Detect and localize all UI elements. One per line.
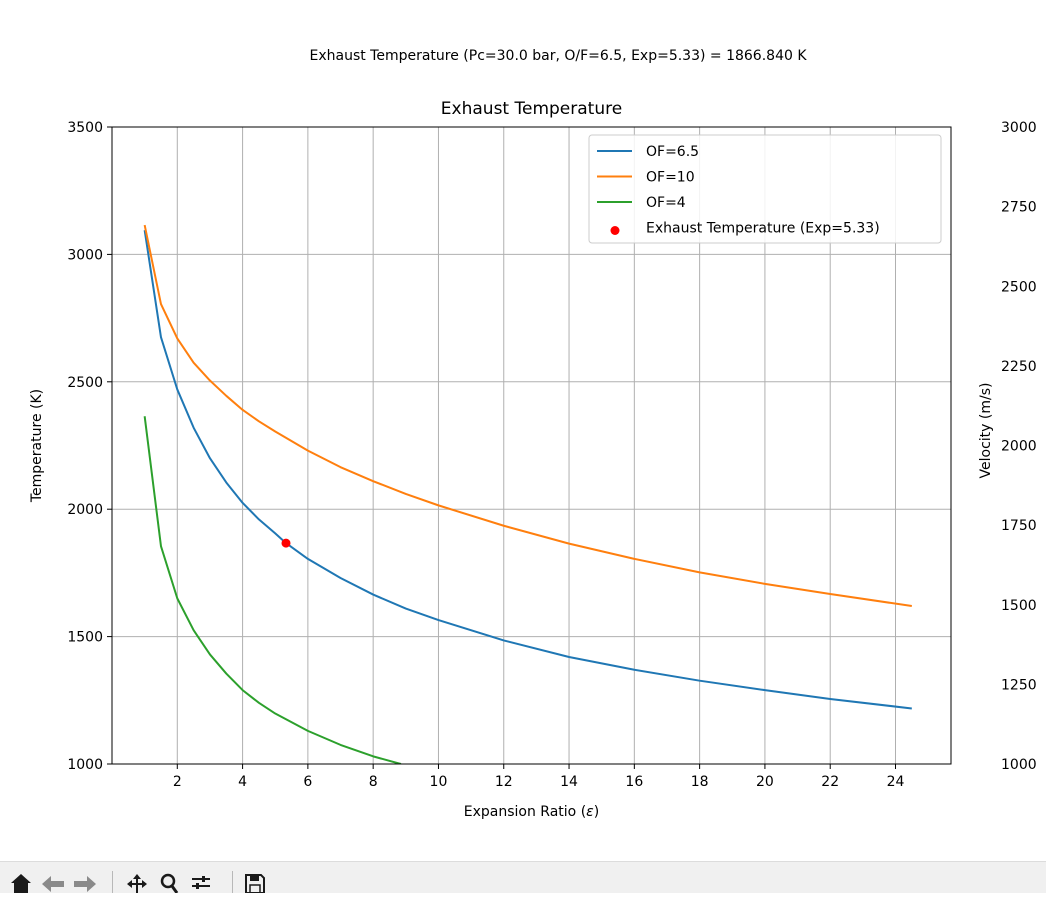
forward-arrow-icon [74,876,96,892]
legend-label: OF=10 [646,170,695,186]
home-button[interactable] [8,871,34,893]
back-arrow-icon [42,876,64,892]
x-tick-label: 14 [560,774,578,790]
right-axis-tick-label: 2000 [1001,439,1037,455]
legend-label: Exhaust Temperature (Exp=5.33) [646,221,880,237]
save-icon [245,874,265,894]
figure-suptitle: Exhaust Temperature (Pc=30.0 bar, O/F=6.… [309,48,807,64]
home-icon [11,874,31,893]
x-tick-label: 8 [369,774,378,790]
y-tick-label: 3500 [67,120,103,136]
chart-title: Exhaust Temperature [441,99,622,119]
x-tick-label: 18 [691,774,709,790]
x-axis-label-close: ) [594,804,599,820]
x-tick-label: 12 [495,774,513,790]
right-axis-tick-label: 1000 [1001,757,1037,773]
right-axis-label: Velocity (m/s) [978,383,994,479]
legend: OF=6.5 OF=10 OF=4 Exhaust Temperature (Exp=… [588,134,942,244]
right-axis-tick-label: 2750 [1001,200,1037,216]
right-axis-tick-labels: 1000 1250 1500 1750 2000 2250 2500 2750 3000 [1001,120,1037,773]
y-tick-label: 2000 [67,502,103,518]
exhaust-temperature-marker [281,538,291,548]
navigation-toolbar [0,861,1046,894]
y-tick-label: 3000 [67,247,103,263]
x-axis-label-symbol: ε [586,804,594,820]
series-line [143,224,912,608]
x-tick-label: 2 [173,774,182,790]
legend-marker-swatch [610,226,620,235]
series-line [143,230,912,710]
forward-button[interactable] [72,871,98,893]
legend-label: OF=4 [646,195,686,211]
right-axis-tick-label: 1500 [1001,598,1037,614]
y-axis-ticks: 1000 1500 2000 2500 3000 3500 [67,120,112,773]
x-tick-label: 6 [303,774,312,790]
x-tick-label: 22 [821,774,839,790]
x-tick-label: 16 [625,774,643,790]
marker-layer [281,538,291,548]
series-layer [143,224,912,764]
x-axis-ticks: 2 4 6 8 10 12 14 16 18 20 22 24 [173,764,905,790]
y-tick-label: 2500 [67,375,103,391]
right-axis-tick-label: 2250 [1001,359,1037,375]
x-axis-label-text: Expansion Ratio ( [464,804,586,820]
pan-button[interactable] [124,871,150,893]
right-axis-tick-label: 1750 [1001,518,1037,534]
series-line [143,416,402,764]
zoom-button[interactable] [156,871,182,894]
legend-label: OF=6.5 [646,144,699,160]
plot-frame [111,126,952,765]
right-axis-tick-label: 1250 [1001,677,1037,693]
right-axis-tick-label: 3000 [1001,120,1037,136]
x-tick-label: 10 [430,774,448,790]
configure-subplots-icon [192,876,210,889]
x-tick-label: 20 [756,774,774,790]
y-tick-label: 1000 [67,757,103,773]
legend-box [588,134,942,244]
x-axis-label: Expansion Ratio (ε) [464,804,599,820]
zoom-icon [160,873,179,894]
y-tick-label: 1500 [67,630,103,646]
toolbar-separator [112,871,113,893]
x-tick-label: 24 [887,774,905,790]
chart-canvas: 2 4 6 8 10 12 14 16 18 20 22 24 1000150020002500300… [29,99,1037,820]
save-button[interactable] [242,871,268,894]
right-axis-tick-label: 2500 [1001,279,1037,295]
toolbar-separator [232,871,233,893]
x-tick-label: 4 [238,774,247,790]
back-button[interactable] [40,871,66,893]
pan-icon [127,874,147,893]
configure-button[interactable] [188,871,214,893]
y-axis-label: Temperature (K) [29,389,45,503]
